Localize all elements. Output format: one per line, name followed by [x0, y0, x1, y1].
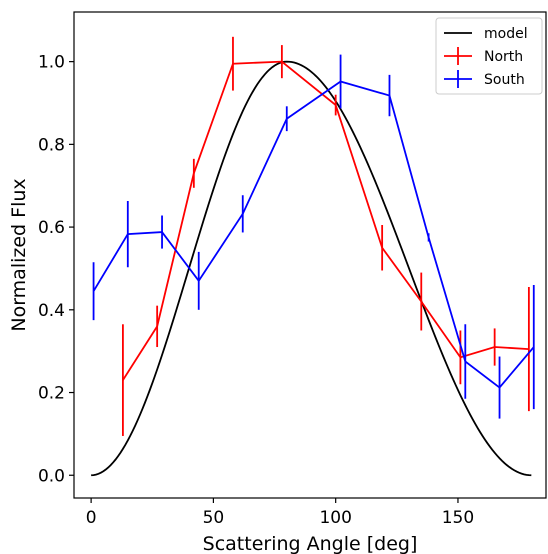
model-curve	[91, 60, 532, 477]
x-axis-label: Scattering Angle [deg]	[203, 533, 418, 554]
series-line	[92, 80, 535, 389]
y-tick-label: 0.0	[38, 466, 65, 486]
legend-box	[435, 17, 543, 95]
x-tick-label: 0	[86, 508, 97, 528]
plot-frame	[73, 11, 547, 499]
y-tick-label: 0.8	[38, 135, 65, 155]
x-axis-ticks: 0 50 100 150	[86, 498, 474, 528]
legend: model North South	[435, 17, 543, 95]
plot-area	[73, 11, 547, 499]
y-axis-ticks: 0.0 0.2 0.4 0.6 0.8 1.0	[38, 53, 74, 486]
y-axis-label: Normalized Flux	[8, 178, 30, 331]
x-tick-label: 150	[442, 508, 474, 528]
legend-item-south: South	[444, 70, 525, 88]
legend-item-model: model	[444, 26, 528, 42]
legend-label: North	[484, 49, 523, 65]
y-tick-label: 0.2	[38, 384, 65, 404]
series-model	[91, 60, 532, 477]
y-tick-label: 0.6	[38, 218, 65, 238]
x-tick-label: 100	[319, 508, 351, 528]
x-tick-label: 50	[203, 508, 225, 528]
y-tick-label: 0.4	[38, 301, 65, 321]
legend-label: model	[484, 26, 528, 42]
series-north	[122, 36, 530, 436]
legend-label: South	[484, 72, 525, 88]
series-south	[92, 54, 535, 419]
y-tick-label: 1.0	[38, 53, 65, 73]
legend-item-north: North	[444, 47, 523, 65]
